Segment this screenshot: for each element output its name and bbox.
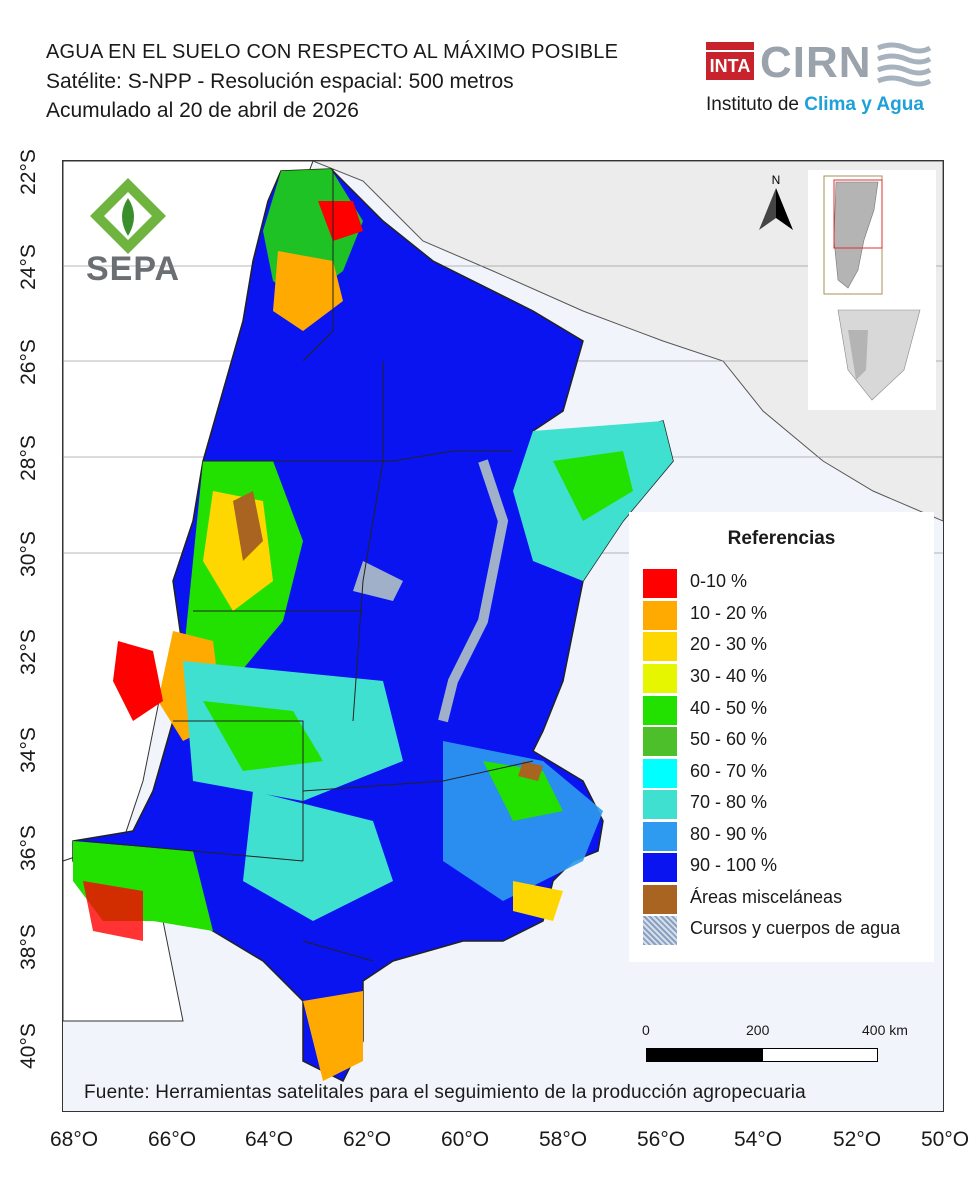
- inta-logo: INTA: [706, 42, 754, 82]
- legend-swatch: [643, 569, 677, 598]
- lat-label-28: 28°S: [16, 435, 40, 481]
- lon-label-68: 68°O: [50, 1128, 99, 1151]
- lat-label-30: 30°S: [16, 531, 40, 577]
- lat-label-40: 40°S: [16, 1023, 40, 1069]
- scale-label-0: 0: [642, 1022, 650, 1038]
- cirn-waves-icon: [877, 42, 932, 87]
- legend-swatch: [643, 916, 677, 945]
- institute-prefix: Instituto de: [706, 94, 805, 115]
- legend-swatch: [643, 885, 677, 914]
- lat-label-34: 34°S: [16, 727, 40, 773]
- north-arrow-icon: N: [759, 173, 793, 230]
- legend-swatch: [643, 853, 677, 882]
- map-title-block: AGUA EN EL SUELO CON RESPECTO AL MÁXIMO …: [46, 38, 618, 125]
- legend-swatch: [643, 759, 677, 788]
- scale-label-200: 200: [746, 1022, 770, 1038]
- institute-name: Instituto de Clima y Agua: [706, 94, 924, 116]
- legend-swatch: [643, 696, 677, 725]
- lat-label-36: 36°S: [16, 825, 40, 871]
- north-label: N: [772, 173, 781, 187]
- legend-swatch: [643, 822, 677, 851]
- legend-label: 50 - 60 %: [690, 729, 768, 749]
- cirn-logo-text: CIRN: [760, 38, 872, 87]
- lon-label-56: 56°O: [637, 1128, 686, 1151]
- scale-bar: [646, 1048, 878, 1062]
- legend-label: 60 - 70 %: [690, 761, 768, 781]
- legend-title: Referencias: [727, 528, 836, 549]
- lat-label-32: 32°S: [16, 629, 40, 675]
- legend-label: 80 - 90 %: [690, 824, 768, 844]
- lat-label-24: 24°S: [16, 244, 40, 290]
- inta-logo-text: INTA: [706, 52, 754, 80]
- legend-label: 0-10 %: [690, 571, 748, 591]
- soil-water-map: [63, 161, 943, 1083]
- legend-label: Cursos y cuerpos de agua: [690, 918, 901, 938]
- lon-label-64: 64°O: [245, 1128, 294, 1151]
- legend-swatch: [643, 601, 677, 630]
- legend-label: 90 - 100 %: [690, 855, 778, 875]
- legend-panel: Referencias 0-10 % 10 - 20 % 20 - 30 % 3…: [629, 512, 934, 962]
- legend-label: 40 - 50 %: [690, 698, 768, 718]
- legend-label: Áreas misceláneas: [690, 887, 843, 907]
- legend-label: 20 - 30 %: [690, 634, 768, 654]
- lon-label-58: 58°O: [539, 1128, 588, 1151]
- inset-locator-map: [808, 170, 936, 410]
- legend-swatch: [643, 632, 677, 661]
- sepa-logo-text: SEPA: [86, 250, 181, 288]
- lon-label-60: 60°O: [441, 1128, 490, 1151]
- institute-highlight: Clima y Agua: [804, 94, 924, 115]
- province-borders: [82, 169, 534, 962]
- lat-label-22: 22°S: [16, 149, 40, 195]
- lat-label-26: 26°S: [16, 339, 40, 385]
- lon-label-54: 54°O: [734, 1128, 783, 1151]
- sepa-logo-icon: [90, 178, 166, 254]
- lon-label-66: 66°O: [148, 1128, 197, 1151]
- map-subtitle-satellite: Satélite: S-NPP - Resolución espacial: 5…: [46, 70, 514, 93]
- lon-label-50: 50°O: [921, 1128, 970, 1151]
- source-note: Fuente: Herramientas satelitales para el…: [84, 1082, 806, 1103]
- map-subtitle-date: Acumulado al 20 de abril de 2026: [46, 99, 359, 122]
- map-title: AGUA EN EL SUELO CON RESPECTO AL MÁXIMO …: [46, 41, 619, 63]
- legend-swatch: [643, 790, 677, 819]
- legend-swatch: [643, 727, 677, 756]
- lon-label-52: 52°O: [833, 1128, 882, 1151]
- scale-label-400: 400 km: [862, 1022, 908, 1038]
- legend-label: 30 - 40 %: [690, 666, 768, 686]
- lon-label-62: 62°O: [343, 1128, 392, 1151]
- lat-label-38: 38°S: [16, 924, 40, 970]
- legend-label: 10 - 20 %: [690, 603, 768, 623]
- legend-label: 70 - 80 %: [690, 792, 768, 812]
- legend-swatch: [643, 664, 677, 693]
